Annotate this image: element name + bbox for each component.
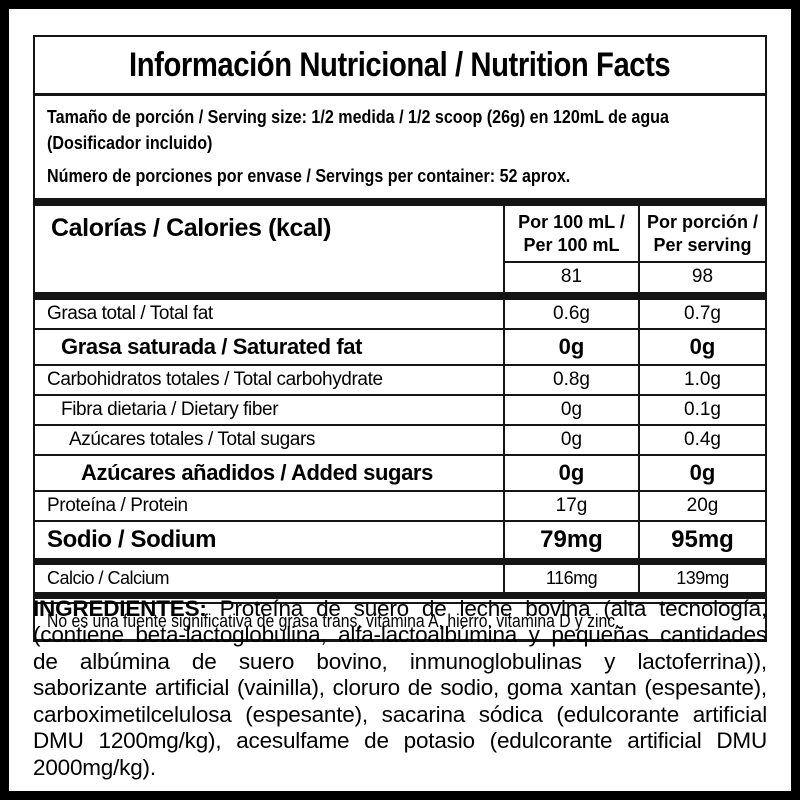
- row-value-per-100ml: 0.6g: [503, 300, 638, 328]
- column-header-line: Por porción /: [646, 212, 758, 232]
- table-row-total-sugars: Azúcares totales / Total sugars 0g 0.4g: [35, 424, 765, 454]
- ingredients-text: Proteína de suero de leche bovina (alta …: [33, 595, 767, 780]
- calories-section: Calorías / Calories (kcal) Por 100 mL / …: [35, 206, 765, 292]
- row-value-per-serving: 139mg: [638, 565, 765, 592]
- row-label: Azúcares añadidos / Added sugars: [81, 460, 433, 485]
- column-per-serving: Por porción / Per serving 98: [638, 206, 765, 292]
- row-value-per-100ml: 0g: [503, 330, 638, 364]
- table-row-total-fat: Grasa total / Total fat 0.6g 0.7g: [35, 300, 765, 328]
- thick-divider: [35, 592, 765, 599]
- table-row-sodium: Sodio / Sodium 79mg 95mg: [35, 520, 765, 558]
- column-header-per-100ml: Por 100 mL / Per 100 mL: [505, 206, 638, 263]
- row-value-per-serving: 0.4g: [638, 426, 765, 454]
- row-label: Carbohidratos totales / Total carbohydra…: [47, 369, 383, 390]
- column-header-line: Per serving: [653, 235, 752, 255]
- serving-size-note: (Dosificador incluido): [47, 132, 213, 153]
- thick-divider: [35, 292, 765, 300]
- row-value-per-serving: 95mg: [638, 522, 765, 558]
- column-header-per-serving: Por porción / Per serving: [640, 206, 765, 263]
- row-value-per-100ml: 79mg: [503, 522, 638, 558]
- table-row-total-carbohydrate: Carbohidratos totales / Total carbohydra…: [35, 364, 765, 394]
- calories-label: Calorías / Calories (kcal): [51, 214, 332, 242]
- row-value-per-serving: 0.1g: [638, 396, 765, 424]
- ingredients-paragraph: INGREDIENTES: Proteína de suero de leche…: [33, 596, 767, 782]
- row-value-per-100ml: 0.8g: [503, 366, 638, 394]
- row-label: Grasa total / Total fat: [47, 303, 213, 324]
- thick-divider: [35, 558, 765, 565]
- column-header-line: Per 100 mL: [523, 235, 620, 255]
- calories-value-per-serving: 98: [691, 266, 714, 287]
- row-value-per-100ml: 17g: [503, 492, 638, 520]
- row-value-per-serving: 1.0g: [638, 366, 765, 394]
- panel-title-box: Información Nutricional / Nutrition Fact…: [35, 37, 765, 96]
- row-label: Sodio / Sodium: [47, 526, 217, 553]
- servings-per-container-text: Número de porciones por envase / Serving…: [47, 165, 571, 186]
- table-row-calcium: Calcio / Calcium 116mg 139mg: [35, 565, 765, 592]
- column-header-line: Por 100 mL /: [518, 212, 625, 232]
- panel-title: Información Nutricional / Nutrition Fact…: [129, 46, 671, 84]
- table-row-dietary-fiber: Fibra dietaria / Dietary fiber 0g 0.1g: [35, 394, 765, 424]
- row-value-per-serving: 0.7g: [638, 300, 765, 328]
- row-label: Calcio / Calcium: [47, 568, 170, 588]
- serving-info: Tamaño de porción / Serving size: 1/2 me…: [35, 96, 765, 198]
- row-value-per-100ml: 0g: [503, 396, 638, 424]
- thick-divider: [35, 198, 765, 206]
- table-row-added-sugars: Azúcares añadidos / Added sugars 0g 0g: [35, 454, 765, 490]
- spacer: [47, 156, 753, 163]
- footnote-text: No es una fuente significativa de grasa …: [47, 610, 620, 631]
- row-value-per-100ml: 0g: [503, 426, 638, 454]
- ingredients-label: INGREDIENTES:: [33, 595, 207, 621]
- table-row-protein: Proteína / Protein 17g 20g: [35, 490, 765, 520]
- row-label: Fibra dietaria / Dietary fiber: [61, 399, 279, 420]
- row-value-per-serving: 0g: [638, 330, 765, 364]
- footnote-box: No es una fuente significativa de grasa …: [35, 602, 765, 639]
- table-row-saturated-fat: Grasa saturada / Saturated fat 0g 0g: [35, 328, 765, 364]
- row-value-per-serving: 20g: [638, 492, 765, 520]
- row-value-per-100ml: 116mg: [503, 565, 638, 592]
- row-value-per-serving: 0g: [638, 456, 765, 490]
- serving-size-text: Tamaño de porción / Serving size: 1/2 me…: [47, 106, 669, 127]
- row-value-per-100ml: 0g: [503, 456, 638, 490]
- row-label: Grasa saturada / Saturated fat: [61, 334, 363, 359]
- row-label: Proteína / Protein: [47, 495, 188, 516]
- nutrition-facts-panel: Información Nutricional / Nutrition Fact…: [33, 35, 767, 642]
- calories-value-per-100ml: 81: [560, 266, 583, 287]
- row-label: Azúcares totales / Total sugars: [69, 429, 315, 450]
- spacer: [35, 599, 765, 602]
- column-per-100ml: Por 100 mL / Per 100 mL 81: [503, 206, 638, 292]
